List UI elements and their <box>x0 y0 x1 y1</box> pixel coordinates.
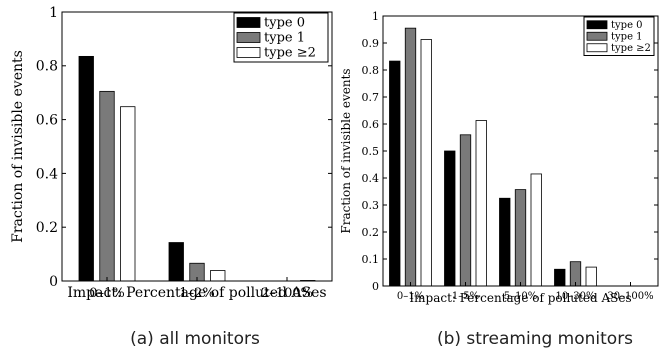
y-tick-label: 0.1 <box>362 253 380 266</box>
y-tick-label: 0.2 <box>36 220 58 236</box>
x-tick-label: 5–10% <box>504 291 538 302</box>
x-tick-label: 2–100% <box>261 286 313 301</box>
bar-type-0 <box>499 197 511 287</box>
x-tick-label: 10–30% <box>556 291 596 302</box>
y-tick-label: 0 <box>372 280 379 293</box>
y-tick-label: 0.4 <box>362 172 380 185</box>
bar-type-2 <box>530 173 542 287</box>
legend-swatch <box>236 47 261 58</box>
y-axis-label: Fraction of invisible events <box>339 68 353 233</box>
bar-type-2 <box>475 120 487 287</box>
legend-swatch <box>586 43 608 53</box>
y-tick-label: 0.8 <box>362 64 380 77</box>
x-tick-label: 0–1% <box>397 291 424 302</box>
chart-streaming-monitors: 0 0.1 0.2 0.3 0.4 0.5 0.6 0.7 0.8 0.9 1 0–1% 1–5% 5–1… <box>339 10 659 305</box>
y-tick-label: 1 <box>49 5 58 21</box>
bar-type-0 <box>78 55 94 282</box>
y-tick-label: 1 <box>372 10 379 23</box>
bar-type-1 <box>99 90 115 282</box>
plot-frame <box>382 15 659 287</box>
legend-swatch <box>236 32 261 43</box>
legend-swatch <box>236 17 261 28</box>
bar-type-0 <box>389 60 401 287</box>
bar-type-2 <box>420 39 432 287</box>
y-tick-label: 0.9 <box>362 37 380 50</box>
y-tick-label: 0.3 <box>362 199 380 212</box>
x-axis-label: Impact: Percentage of polluted ASes <box>409 291 631 305</box>
bar-type-2 <box>585 266 597 287</box>
y-tick-label: 0.2 <box>362 226 380 239</box>
chart-all-monitors: 0 0.2 0.4 0.6 0.8 1 0–1% 1–2% 2–100% Fraction of … <box>10 5 333 301</box>
x-tick-label: 1–5% <box>452 291 479 302</box>
legend-label: type 0 <box>264 16 305 31</box>
y-tick-label: 0.5 <box>362 145 380 158</box>
legend-label: type ≥2 <box>611 43 651 54</box>
legend-label: type 1 <box>611 31 643 42</box>
y-tick-label: 0.6 <box>36 113 58 129</box>
plot-frame <box>61 11 333 282</box>
x-tick-label: 30–100% <box>607 291 653 302</box>
legend-label: type 1 <box>264 31 305 46</box>
bar-type-0 <box>444 150 456 287</box>
y-tick-label: 0 <box>49 274 58 290</box>
legend-label: type 0 <box>611 20 643 31</box>
legend-label: type ≥2 <box>264 46 316 61</box>
bar-type-1 <box>459 134 472 287</box>
bar-type-1 <box>404 27 417 287</box>
bar-type-1 <box>514 189 527 287</box>
x-tick-label: 0–1% <box>89 286 124 301</box>
y-axis-label: Fraction of invisible events <box>10 50 26 243</box>
y-tick-label: 0.8 <box>36 59 58 75</box>
y-tick-label: 0.6 <box>362 118 380 131</box>
caption-streaming-monitors: (b) streaming monitors <box>436 329 634 349</box>
bar-type-0 <box>168 242 184 282</box>
y-tick-label: 0.7 <box>362 91 380 104</box>
bar-type-2 <box>120 106 136 282</box>
x-axis-label: Impact: Percentage of polluted ASes <box>67 285 326 301</box>
legend-swatch <box>586 31 608 41</box>
x-tick-label: 1–2% <box>179 286 214 301</box>
bar-type-2 <box>210 270 226 282</box>
caption-all-monitors: (a) all monitors <box>130 329 260 349</box>
legend-swatch <box>586 20 608 30</box>
y-tick-label: 0.4 <box>36 166 58 182</box>
bar-type-0 <box>554 268 566 287</box>
